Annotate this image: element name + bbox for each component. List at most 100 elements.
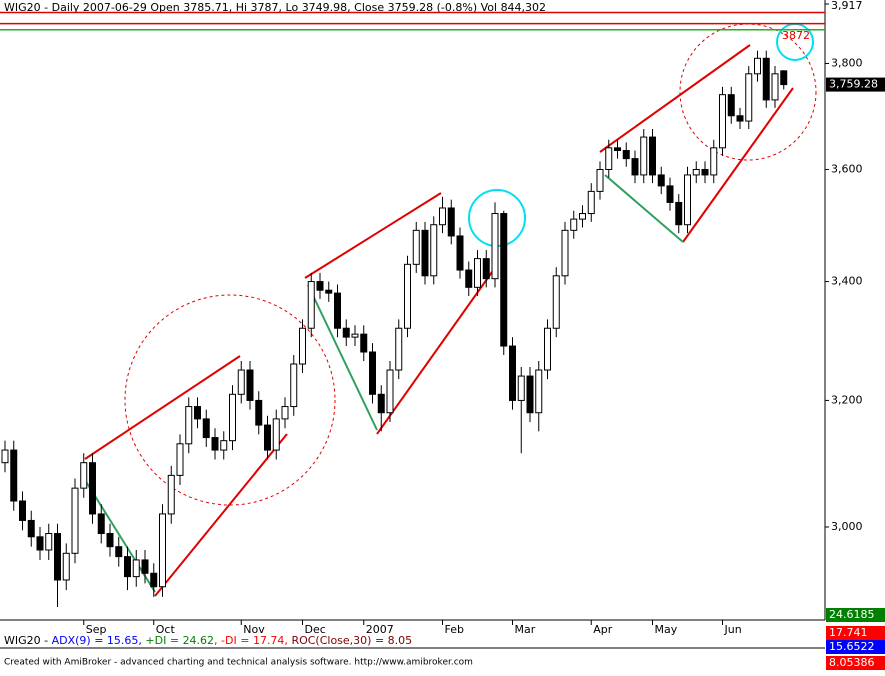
indicator-value: 15.6522 [829,640,875,653]
indicator-value-box [826,608,885,622]
candle-body [421,229,429,277]
trend-line [682,87,794,243]
y-tick-label: 3,000 [831,520,863,533]
indicator-value: 24.6185 [829,608,875,621]
candle-body [719,94,726,149]
candle-body [316,281,324,291]
trend-line [84,355,241,460]
candle-body [482,258,490,280]
x-tick-label: 2007 [366,623,394,636]
trend-line [604,174,684,243]
candle-body [701,168,709,176]
candle-body [176,443,184,476]
candle-body [272,418,280,451]
chart-title: WIG20 - Daily 2007-06-29 Open 3785.71, H… [4,1,546,14]
x-tick-label: Sep [86,623,107,636]
y-tick-label: 3,800 [831,56,863,69]
x-tick-label: Mar [515,623,536,636]
candle-body [71,487,79,554]
y-tick-label: 3,400 [831,275,863,288]
candle-body [211,437,219,451]
candle-body [351,333,359,338]
candle-body [649,136,656,176]
candle-body [325,289,333,294]
candle-body [474,258,481,288]
candle-body [360,333,368,353]
candle-body [290,363,298,408]
annotations [84,23,817,597]
trend-line [599,44,751,153]
candle-body [762,57,770,101]
candle-body [36,536,44,551]
candle-body [439,207,446,226]
candle-body [692,168,700,176]
candle-body [185,406,193,445]
candle-body [150,572,158,588]
candle-body [657,174,665,187]
candle-body [202,418,210,439]
candle-body [377,393,385,414]
candle-body [159,513,166,588]
candle-body [299,327,306,365]
candle-body [736,115,744,122]
candle-body [526,375,534,414]
trend-line [154,433,288,597]
candle-body [404,263,411,329]
indicator-value-box [826,626,885,640]
candle-body [115,546,123,558]
candle-body [386,369,394,414]
candle-body [771,73,779,101]
candle-body [220,440,228,451]
candle-body [666,185,674,203]
candle-body [27,519,35,538]
candle-body [430,224,438,277]
candle-body [62,552,70,581]
indicator-value: 17.741 [829,626,868,639]
x-tick-label: Oct [156,623,176,636]
y-tick-label: 3,600 [831,162,863,175]
candle-body [675,201,683,226]
candle-body [89,462,96,515]
candle-body [500,213,508,347]
footer: Created with AmiBroker - advanced charti… [4,658,473,668]
x-tick-label: Dec [305,623,326,636]
candle-body [1,449,9,464]
candle-body [640,136,648,176]
trend-line [304,192,442,279]
x-tick-label: May [655,623,678,636]
candle-body [517,375,525,401]
candle-body [587,190,595,215]
x-tick-label: Feb [445,623,464,636]
candle-body [447,207,455,237]
x-tick-label: Jun [724,623,742,636]
candle-body [412,229,420,265]
candle-body [167,474,175,515]
candle-body [19,500,26,521]
candle-body [307,281,315,329]
indicator-caption-part: +DI = 24.62, [145,634,221,647]
candle-body [684,174,691,226]
candle-body [80,462,88,489]
candle-body [342,327,350,338]
candle-body [237,369,245,395]
candle-body [579,213,586,220]
last-price-label: 3,759.28 [829,78,878,91]
last-price-box [826,77,885,92]
candle-body [124,556,131,578]
candle-body [132,559,140,578]
candle-body [106,533,114,548]
candle-body [544,327,551,371]
indicator-caption-part: WIG20 - [4,634,52,647]
indicator-caption-part: -DI = 17.74, [221,634,291,647]
candle-body [229,393,236,442]
annotation-label: 3872 [782,29,810,42]
candle-body [246,369,254,401]
candle-body [754,57,761,75]
candle-body [264,424,271,451]
trend-line [307,284,378,431]
candle-body [596,168,604,192]
candle-body [45,533,53,551]
candle-body [456,235,464,271]
